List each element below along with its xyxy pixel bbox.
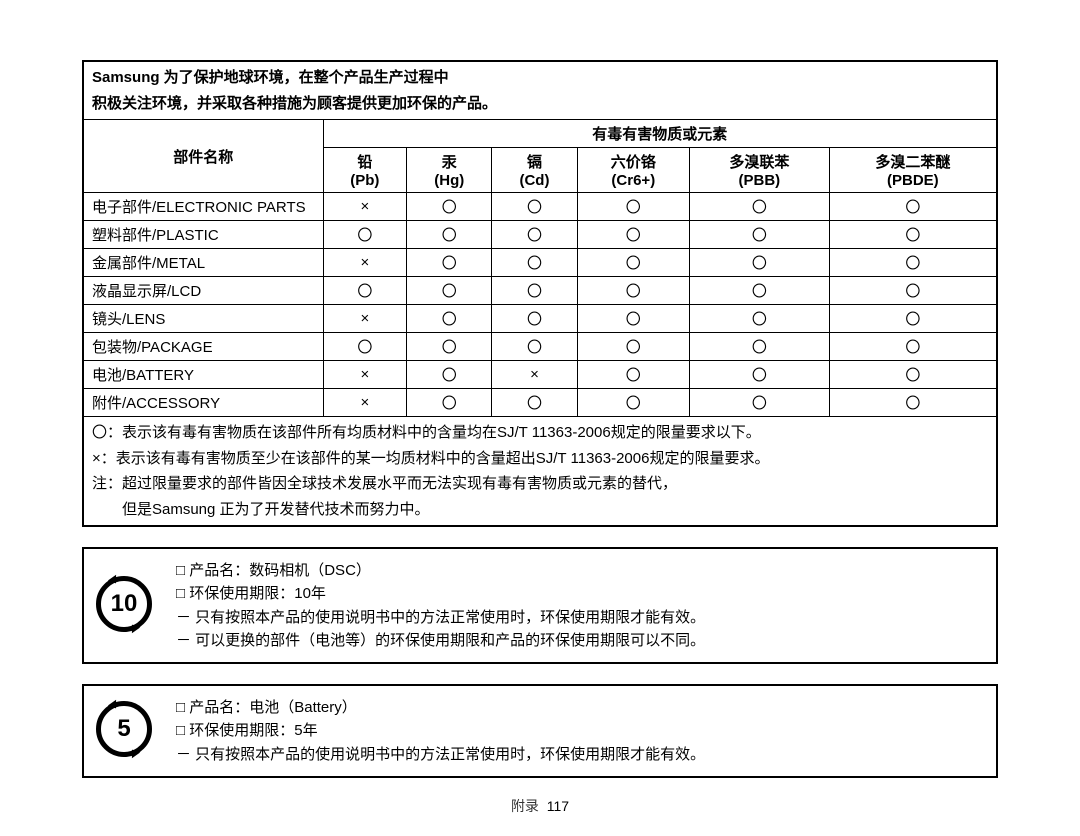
intro-line1: Samsung 为了保护地球环境，在整个产品生产过程中	[92, 69, 449, 86]
product-info-box-2: 5 □ 产品名：电池（Battery） □ 环保使用期限：5年 － 只有按照本产…	[82, 684, 998, 778]
recycle-number: 10	[111, 590, 138, 618]
table-row: 金属部件/METAL×〇〇〇〇〇	[83, 249, 997, 277]
col-pbde: 多溴二苯醚(PBDE)	[829, 148, 997, 193]
product-info-text: □ 产品名：数码相机（DSC） □ 环保使用期限：10年 － 只有按照本产品的使…	[164, 548, 997, 663]
col-part: 部件名称	[83, 120, 323, 193]
note-o: 〇：表示该有毒有害物质在该部件所有均质材料中的含量均在SJ/T 11363-20…	[92, 424, 761, 441]
col-pbb: 多溴联苯(PBB)	[690, 148, 830, 193]
note-extra1: 注：超过限量要求的部件皆因全球技术发展水平而无法实现有毒有害物质或元素的替代，	[92, 475, 677, 492]
table-row: 电池/BATTERY×〇×〇〇〇	[83, 361, 997, 389]
table-row: 附件/ACCESSORY×〇〇〇〇〇	[83, 389, 997, 417]
intro-line2: 积极关注环境，并采取各种措施为顾客提供更加环保的产品。	[92, 95, 497, 112]
notes-row: 〇：表示该有毒有害物质在该部件所有均质材料中的含量均在SJ/T 11363-20…	[83, 417, 997, 527]
table-row: 镜头/LENS×〇〇〇〇〇	[83, 305, 997, 333]
table-row: 电子部件/ELECTRONIC PARTS×〇〇〇〇〇	[83, 193, 997, 221]
header-row-1: 部件名称 有毒有害物质或元素	[83, 120, 997, 148]
recycle-number: 5	[117, 715, 130, 743]
col-pb: 铅(Pb)	[323, 148, 407, 193]
col-hg: 汞(Hg)	[407, 148, 492, 193]
recycle-icon: 10	[96, 576, 152, 632]
col-group: 有毒有害物质或元素	[323, 120, 997, 148]
col-cr6: 六价铬(Cr6+)	[577, 148, 689, 193]
note-x: ×：表示该有毒有害物质至少在该部件的某一均质材料中的含量超出SJ/T 11363…	[92, 450, 769, 467]
product-info-box-1: 10 □ 产品名：数码相机（DSC） □ 环保使用期限：10年 － 只有按照本产…	[82, 547, 998, 664]
intro-row: Samsung 为了保护地球环境，在整个产品生产过程中 积极关注环境，并采取各种…	[83, 61, 997, 120]
product-info-text: □ 产品名：电池（Battery） □ 环保使用期限：5年 － 只有按照本产品的…	[164, 685, 997, 777]
table-row: 液晶显示屏/LCD〇〇〇〇〇〇	[83, 277, 997, 305]
table-row: 包装物/PACKAGE〇〇〇〇〇〇	[83, 333, 997, 361]
table-row: 塑料部件/PLASTIC〇〇〇〇〇〇	[83, 221, 997, 249]
footer-label: 附录	[511, 798, 539, 814]
recycle-icon: 5	[96, 701, 152, 757]
page-number: 117	[547, 798, 569, 814]
hazardous-substances-table: Samsung 为了保护地球环境，在整个产品生产过程中 积极关注环境，并采取各种…	[82, 60, 998, 527]
col-cd: 镉(Cd)	[492, 148, 577, 193]
page: Samsung 为了保护地球环境，在整个产品生产过程中 积极关注环境，并采取各种…	[0, 0, 1080, 836]
page-footer: 附录 117	[82, 796, 998, 816]
note-extra2: 但是Samsung 正为了开发替代技术而努力中。	[92, 501, 430, 518]
